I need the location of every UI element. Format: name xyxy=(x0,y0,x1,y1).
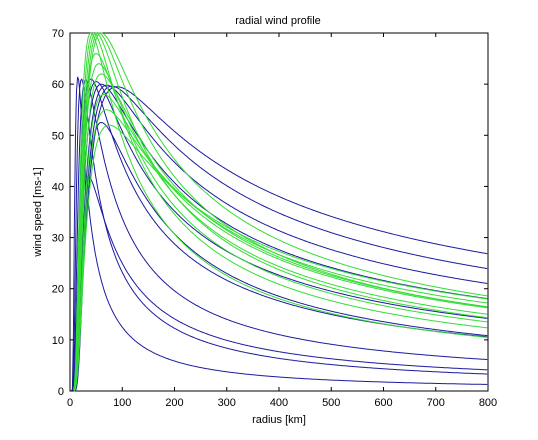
y-tick-label: 70 xyxy=(52,28,64,40)
series-line-3 xyxy=(70,79,488,392)
y-tick-label: 20 xyxy=(52,284,64,296)
x-tick-label: 700 xyxy=(427,397,445,409)
y-tick-label: 0 xyxy=(58,386,64,398)
series-line-18 xyxy=(70,63,488,392)
series-line-1 xyxy=(70,76,488,392)
x-axis-label: radius [km] xyxy=(252,414,306,426)
x-tick-label: 100 xyxy=(113,397,131,409)
x-tick-label: 600 xyxy=(374,397,392,409)
tick-layer: 0 100 200 300 400 500 600 700 800 0 10 20 30 40 50 60 70 xyxy=(52,28,497,409)
x-tick-label: 0 xyxy=(67,397,73,409)
series-line-5 xyxy=(70,81,488,392)
series-line-2 xyxy=(70,78,488,392)
series-line-14 xyxy=(70,32,488,392)
plot-area xyxy=(69,32,489,392)
y-tick-label: 30 xyxy=(52,233,64,245)
series-line-13 xyxy=(70,32,488,392)
x-tick-label: 200 xyxy=(165,397,183,409)
series-line-22 xyxy=(70,124,488,392)
y-tick-label: 50 xyxy=(52,130,64,142)
y-tick-label: 60 xyxy=(52,79,64,91)
series-line-20 xyxy=(70,93,488,392)
series-line-16 xyxy=(70,32,488,392)
series-line-21 xyxy=(70,109,488,392)
x-tick-label: 500 xyxy=(322,397,340,409)
series-layer xyxy=(70,32,488,392)
y-axis-label: wind speed [ms-1] xyxy=(32,167,44,257)
series-line-12 xyxy=(70,32,488,392)
y-tick-label: 40 xyxy=(52,181,64,193)
x-tick-label: 800 xyxy=(479,397,497,409)
y-tick-label: 10 xyxy=(52,335,64,347)
chart-title: radial wind profile xyxy=(235,15,321,27)
x-tick-label: 300 xyxy=(218,397,236,409)
series-line-8 xyxy=(70,85,488,392)
series-line-11 xyxy=(70,175,488,392)
series-line-10 xyxy=(70,121,488,392)
x-tick-label: 400 xyxy=(270,397,288,409)
series-line-19 xyxy=(70,73,488,392)
series-line-9 xyxy=(70,86,488,392)
